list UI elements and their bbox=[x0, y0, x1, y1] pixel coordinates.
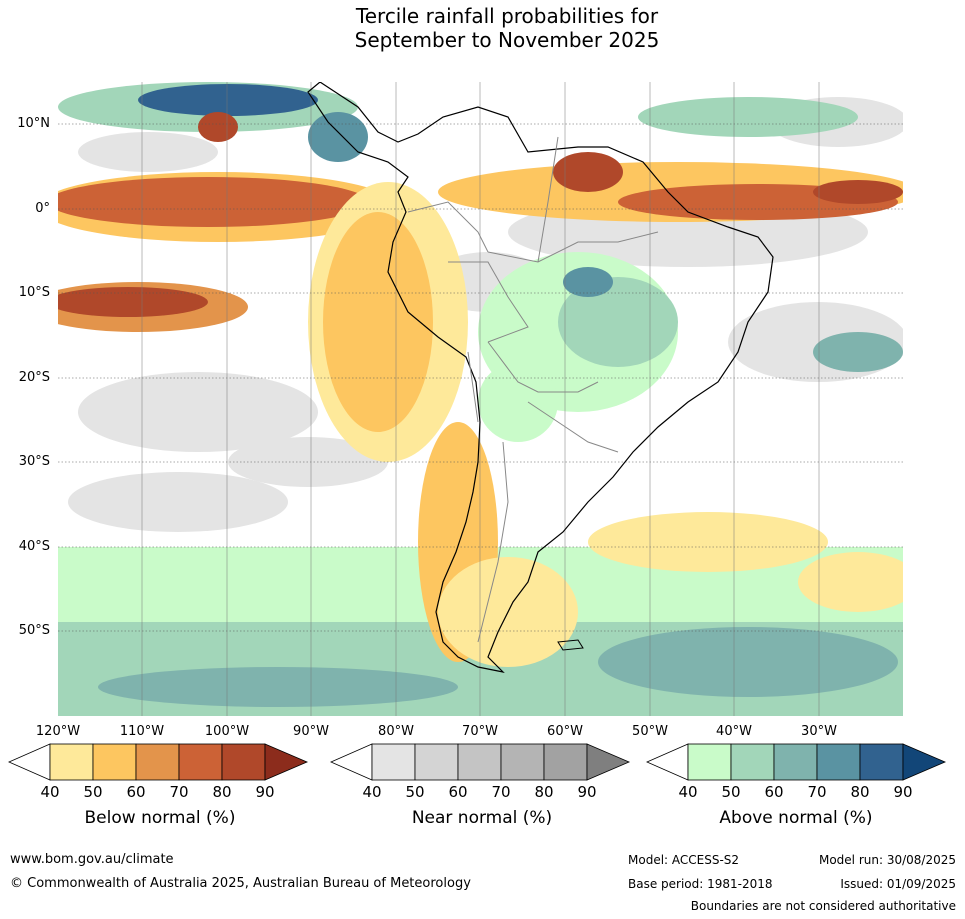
above-colorbar-segment bbox=[687, 743, 732, 781]
below-colorbar-segment bbox=[221, 743, 266, 781]
lat-label-40s: 40°S bbox=[18, 539, 50, 554]
above-colorbar-low-tip bbox=[646, 743, 689, 781]
above-normal-colorbar bbox=[646, 743, 947, 781]
meridians bbox=[141, 82, 820, 716]
base-period: Base period: 1981-2018 bbox=[628, 877, 773, 891]
above-colorbar-segment bbox=[859, 743, 904, 781]
below-colorbar-tick-label: 40 bbox=[40, 783, 60, 801]
above-colorbar-tick-label: 60 bbox=[764, 783, 784, 801]
lat-label-50s: 50°S bbox=[18, 623, 50, 638]
below-colorbar-segment bbox=[92, 743, 137, 781]
near-colorbar-segment bbox=[457, 743, 502, 781]
lat-label-0: 0° bbox=[35, 201, 50, 216]
lon-label-110w: 110°W bbox=[119, 724, 165, 739]
title-line-2: September to November 2025 bbox=[354, 28, 660, 52]
below-colorbar-tick-label: 50 bbox=[83, 783, 103, 801]
boundary-disclaimer: Boundaries are not considered authoritat… bbox=[690, 899, 956, 913]
above-colorbar-tick-label: 70 bbox=[807, 783, 827, 801]
near-colorbar-tick-label: 90 bbox=[577, 783, 597, 801]
below-colorbar-high-tip bbox=[264, 743, 309, 781]
near-colorbar-tick-label: 50 bbox=[405, 783, 425, 801]
near-colorbar-tick-label: 60 bbox=[448, 783, 468, 801]
near-normal-legend-title: Near normal (%) bbox=[411, 808, 553, 828]
lon-label-50w: 50°W bbox=[632, 724, 668, 739]
near-colorbar-segment bbox=[500, 743, 545, 781]
near-colorbar-tick-label: 70 bbox=[491, 783, 511, 801]
graticule bbox=[58, 123, 903, 632]
below-colorbar-segment bbox=[178, 743, 223, 781]
below-colorbar-tick-label: 80 bbox=[212, 783, 232, 801]
below-colorbar-tick-label: 90 bbox=[255, 783, 275, 801]
south-america-coastline bbox=[307, 82, 774, 673]
lon-label-60w: 60°W bbox=[547, 724, 583, 739]
below-normal-legend-title: Below normal (%) bbox=[84, 808, 236, 828]
above-colorbar-tick-label: 40 bbox=[678, 783, 698, 801]
below-normal-shading bbox=[58, 112, 903, 667]
above-colorbar-segment bbox=[773, 743, 818, 781]
lat-label-30s: 30°S bbox=[18, 454, 50, 469]
lon-label-40w: 40°W bbox=[716, 724, 752, 739]
above-colorbar-segment bbox=[730, 743, 775, 781]
lon-label-70w: 70°W bbox=[462, 724, 498, 739]
below-colorbar-tick-label: 60 bbox=[126, 783, 146, 801]
near-normal-colorbar bbox=[330, 743, 631, 781]
copyright-text: © Commonwealth of Australia 2025, Austra… bbox=[10, 876, 471, 891]
below-colorbar-low-tip bbox=[8, 743, 51, 781]
above-normal-shading bbox=[58, 82, 903, 716]
lat-label-10n: 10°N bbox=[17, 116, 50, 131]
above-colorbar-tick-label: 50 bbox=[721, 783, 741, 801]
lon-label-90w: 90°W bbox=[293, 724, 329, 739]
model-name: Model: ACCESS-S2 bbox=[628, 853, 740, 867]
near-colorbar-segment bbox=[414, 743, 459, 781]
below-normal-colorbar bbox=[8, 743, 309, 781]
model-run-date: Model run: 30/08/2025 bbox=[818, 853, 956, 867]
near-colorbar-high-tip bbox=[586, 743, 631, 781]
lon-label-80w: 80°W bbox=[378, 724, 414, 739]
above-colorbar-tick-label: 80 bbox=[850, 783, 870, 801]
near-colorbar-tick-label: 40 bbox=[362, 783, 382, 801]
lon-label-30w: 30°W bbox=[801, 724, 837, 739]
map-canvas bbox=[58, 82, 903, 716]
website-link[interactable]: www.bom.gov.au/climate bbox=[10, 852, 174, 867]
below-colorbar-tick-label: 70 bbox=[169, 783, 189, 801]
near-colorbar-low-tip bbox=[330, 743, 373, 781]
lat-label-20s: 20°S bbox=[18, 370, 50, 385]
above-normal-legend-title: Above normal (%) bbox=[719, 808, 873, 828]
near-colorbar-segment bbox=[371, 743, 416, 781]
lat-label-10s: 10°S bbox=[18, 285, 50, 300]
issued-date: Issued: 01/09/2025 bbox=[840, 877, 956, 891]
near-colorbar-tick-label: 80 bbox=[534, 783, 554, 801]
title-line-1: Tercile rainfall probabilities for bbox=[355, 4, 659, 28]
below-colorbar-segment bbox=[135, 743, 180, 781]
lon-label-100w: 100°W bbox=[204, 724, 250, 739]
above-colorbar-high-tip bbox=[902, 743, 947, 781]
near-colorbar-segment bbox=[543, 743, 588, 781]
map-title: Tercile rainfall probabilities for Septe… bbox=[0, 4, 965, 52]
above-colorbar-tick-label: 90 bbox=[893, 783, 913, 801]
below-colorbar-segment bbox=[49, 743, 94, 781]
probability-map bbox=[58, 82, 903, 716]
falkland-islands bbox=[557, 639, 584, 651]
country-boundaries bbox=[407, 136, 659, 643]
lon-label-120w: 120°W bbox=[35, 724, 81, 739]
above-colorbar-segment bbox=[816, 743, 861, 781]
